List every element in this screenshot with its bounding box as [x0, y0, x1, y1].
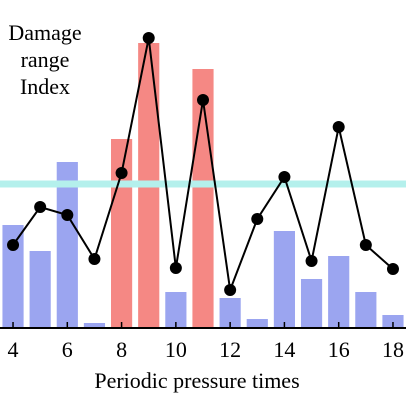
- bar: [56, 162, 78, 328]
- bar: [2, 225, 24, 328]
- line-point: [305, 255, 318, 267]
- line-point: [224, 284, 237, 296]
- x-tick-label: 10: [165, 337, 187, 362]
- line-point: [61, 209, 74, 221]
- bar: [83, 323, 106, 328]
- x-tick-label: 18: [382, 337, 404, 362]
- bar: [300, 279, 323, 328]
- x-tick-label: 8: [116, 337, 127, 362]
- x-tick-label: 16: [328, 337, 350, 362]
- bar: [273, 231, 296, 328]
- bar: [328, 256, 350, 328]
- x-tick-label: 14: [273, 337, 295, 362]
- line-point: [359, 239, 372, 251]
- chart-title: Index: [20, 74, 70, 99]
- x-tick-label: 6: [62, 337, 73, 362]
- line-point: [34, 201, 47, 213]
- bar: [165, 292, 187, 328]
- x-axis-label: Periodic pressure times: [94, 368, 299, 393]
- line-point: [386, 263, 399, 275]
- line-point: [88, 253, 101, 265]
- line-point: [115, 167, 128, 179]
- line-point: [197, 94, 209, 106]
- chart-title: range: [21, 47, 70, 72]
- line-point: [142, 32, 155, 44]
- x-tick-label: 4: [8, 337, 19, 362]
- bar: [29, 251, 51, 328]
- chart-title: Damage: [8, 20, 81, 45]
- line-point: [251, 213, 264, 225]
- bar: [219, 298, 241, 328]
- line-point: [278, 171, 291, 183]
- bar: [382, 315, 404, 328]
- line-point: [169, 262, 182, 274]
- line-point: [7, 239, 20, 251]
- bar: [355, 292, 377, 328]
- bar: [246, 319, 268, 328]
- plot-area: [0, 32, 406, 328]
- line-point: [332, 121, 345, 133]
- bar: [192, 69, 214, 328]
- x-tick-label: 12: [219, 337, 241, 362]
